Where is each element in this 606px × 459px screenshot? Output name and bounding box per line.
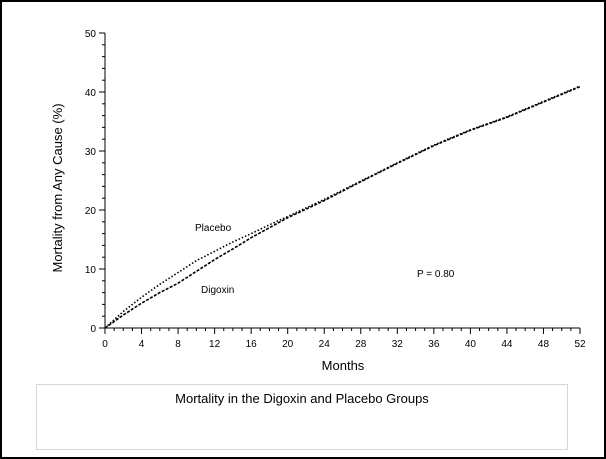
x-tick-label: 20 <box>282 339 294 350</box>
p-value-annotation: P = 0.80 <box>417 269 455 280</box>
x-tick-label: 12 <box>209 339 221 350</box>
x-tick-label: 24 <box>319 339 331 350</box>
x-tick-label: 0 <box>102 339 108 350</box>
x-tick-label: 48 <box>538 339 550 350</box>
x-tick-label: 44 <box>501 339 513 350</box>
y-tick-label: 40 <box>85 88 97 99</box>
curves <box>104 85 581 329</box>
digoxin-series-label: Digoxin <box>201 285 234 296</box>
x-axis-label: Months <box>322 358 365 373</box>
y-axis-label: Mortality from Any Cause (%) <box>50 103 65 272</box>
y-tick-label: 0 <box>90 324 96 335</box>
x-tick-label: 52 <box>574 339 586 350</box>
y-tick-label: 50 <box>85 29 97 40</box>
caption-box: Mortality in the Digoxin and Placebo Gro… <box>36 384 568 450</box>
x-tick-label: 32 <box>392 339 404 350</box>
x-tick-label: 4 <box>139 339 145 350</box>
placebo-series-label: Placebo <box>195 223 232 234</box>
y-tick-label: 10 <box>85 265 97 276</box>
series-line-placebo <box>104 85 581 329</box>
x-tick-label: 36 <box>428 339 440 350</box>
x-tick-label: 16 <box>246 339 258 350</box>
figure-caption: Mortality in the Digoxin and Placebo Gro… <box>175 391 429 406</box>
x-tick-label: 40 <box>465 339 477 350</box>
x-tick-label: 8 <box>175 339 181 350</box>
y-tick-label: 20 <box>85 206 97 217</box>
y-tick-label: 30 <box>85 147 97 158</box>
series-line-digoxin <box>104 85 581 329</box>
x-tick-label: 28 <box>355 339 367 350</box>
